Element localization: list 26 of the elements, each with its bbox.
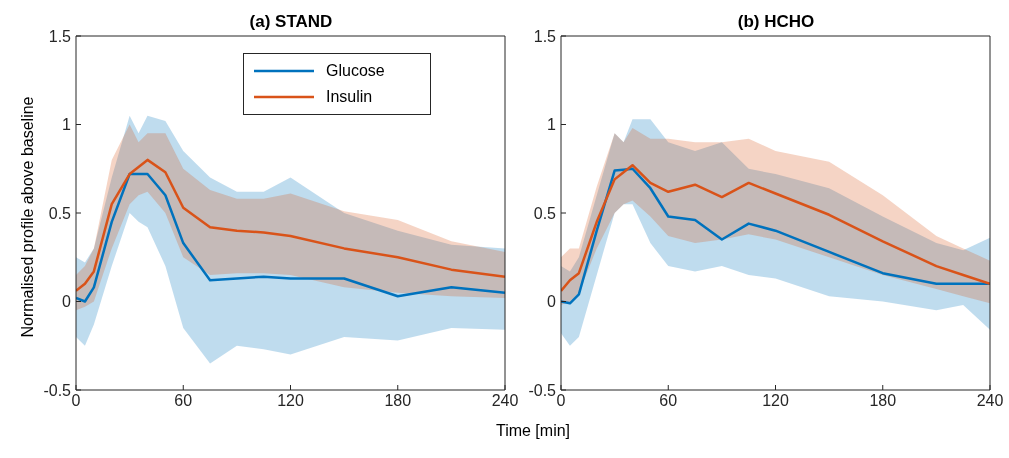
- chart-title: (a) STAND: [248, 12, 334, 32]
- line-series: [76, 172, 505, 303]
- x-tick-label: 60: [659, 392, 678, 410]
- chart-title: (b) HCHO: [736, 12, 816, 32]
- y-tick-label: 1: [547, 116, 557, 134]
- y-tick-label: 0.5: [48, 204, 72, 222]
- y-tick-label: -0.5: [528, 381, 557, 399]
- y-tick-label: -0.5: [43, 381, 72, 399]
- legend-label: Glucose: [326, 62, 385, 80]
- x-tick-label: 240: [491, 392, 519, 410]
- x-tick-label: 120: [762, 392, 789, 410]
- y-axis-title: Normalised profile above baseline: [19, 95, 37, 340]
- x-tick-label: 180: [869, 392, 897, 410]
- line-series: [76, 158, 505, 293]
- y-tick-label: 1: [62, 116, 72, 134]
- x-tick-label: 120: [277, 392, 304, 410]
- y-tick-label: 0: [547, 293, 557, 311]
- y-tick-label: 0.5: [533, 204, 557, 222]
- x-tick-label: 240: [976, 392, 1004, 410]
- x-tick-label: 180: [384, 392, 412, 410]
- x-axis-title: Time [min]: [494, 422, 572, 440]
- y-tick-label: 1.5: [533, 27, 557, 45]
- y-tick-label: 0: [62, 293, 72, 311]
- x-tick-label: 60: [174, 392, 193, 410]
- legend-label: Insulin: [326, 88, 373, 106]
- y-tick-label: 1.5: [48, 27, 72, 45]
